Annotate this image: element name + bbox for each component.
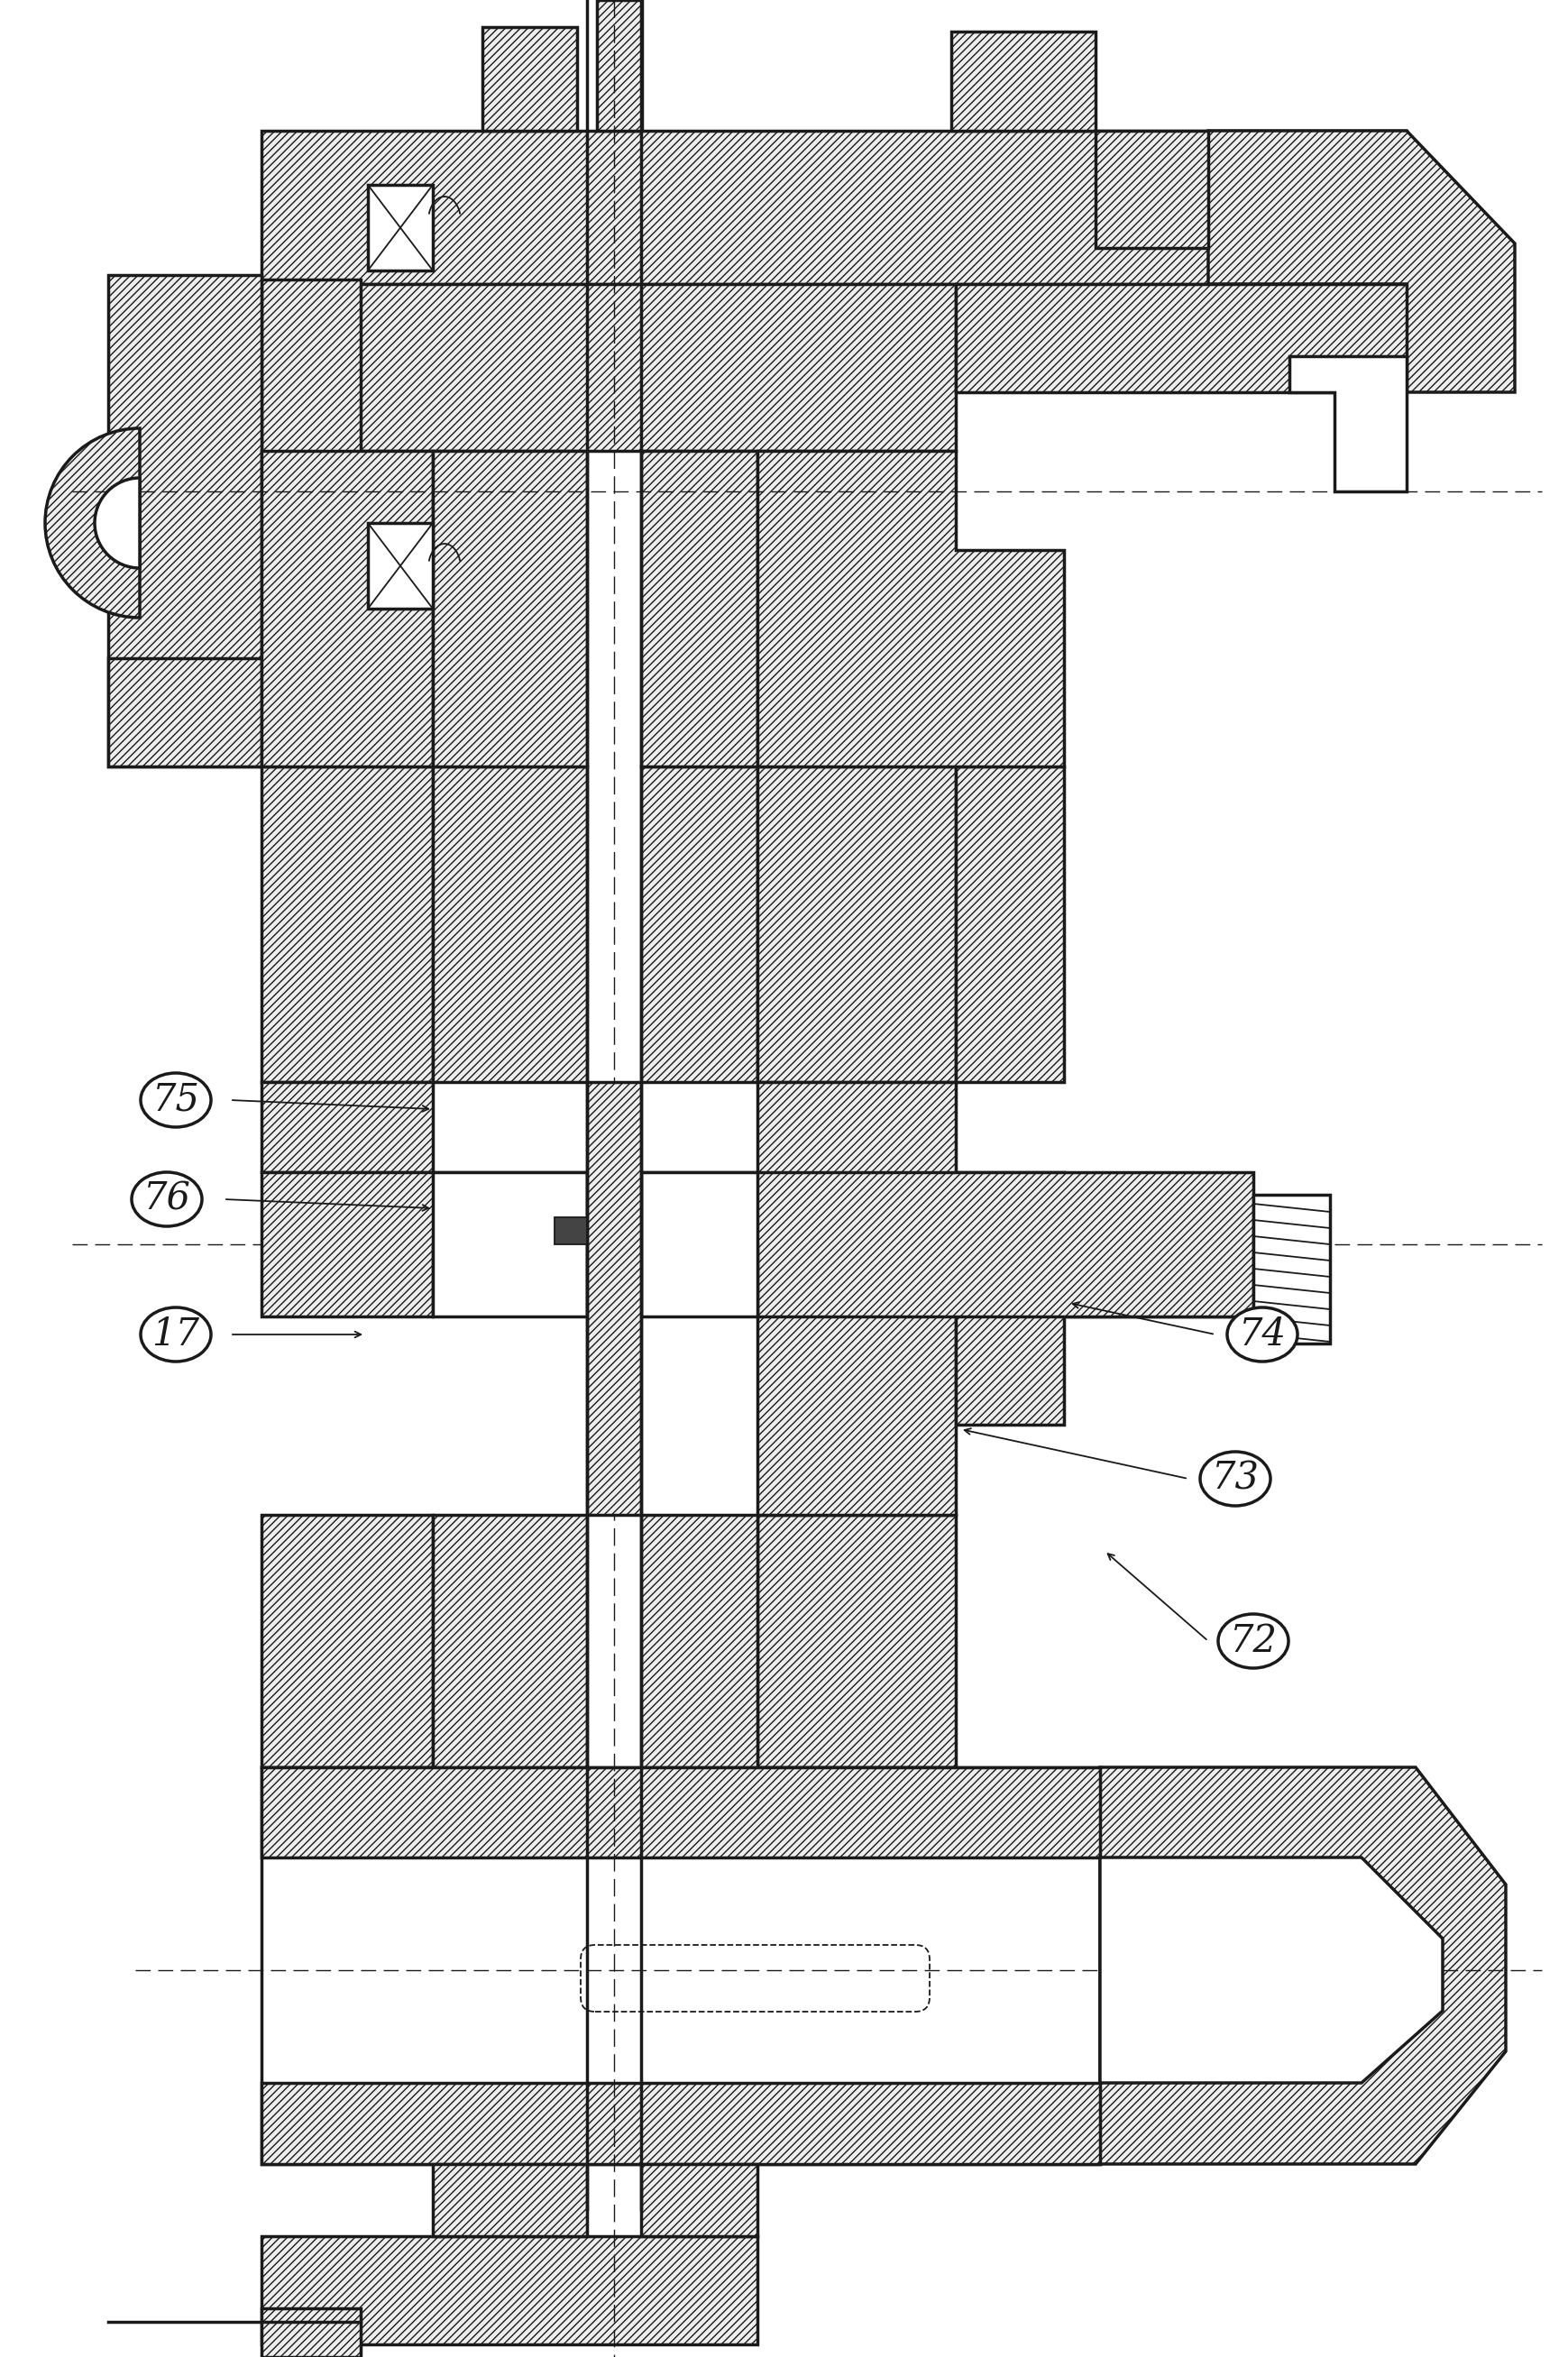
Polygon shape [483, 26, 577, 130]
Polygon shape [262, 1171, 1253, 1318]
Polygon shape [641, 1171, 757, 1318]
Polygon shape [586, 1082, 641, 1516]
Polygon shape [262, 2237, 757, 2345]
Polygon shape [262, 1768, 1101, 1857]
Polygon shape [956, 766, 1065, 1082]
Polygon shape [757, 450, 1065, 766]
Polygon shape [262, 1082, 433, 1171]
Polygon shape [433, 1516, 586, 1768]
Polygon shape [757, 766, 956, 1082]
Polygon shape [262, 1768, 1101, 2164]
Polygon shape [262, 2308, 361, 2357]
Wedge shape [94, 478, 140, 568]
Polygon shape [262, 2084, 1101, 2164]
Polygon shape [262, 450, 433, 766]
Polygon shape [108, 276, 262, 766]
Polygon shape [262, 766, 433, 1082]
Polygon shape [368, 184, 433, 271]
Polygon shape [433, 1171, 586, 1318]
Polygon shape [1253, 1195, 1330, 1343]
Text: 75: 75 [152, 1082, 199, 1120]
Ellipse shape [1200, 1452, 1270, 1506]
Polygon shape [1101, 1857, 1443, 2084]
Polygon shape [262, 1516, 433, 1768]
Polygon shape [641, 1516, 757, 1768]
Polygon shape [956, 285, 1406, 391]
Polygon shape [956, 1171, 1065, 1424]
Polygon shape [368, 523, 433, 608]
Polygon shape [1209, 130, 1515, 391]
Polygon shape [1289, 356, 1406, 490]
Ellipse shape [1228, 1308, 1297, 1362]
Ellipse shape [1218, 1615, 1289, 1669]
Ellipse shape [141, 1308, 212, 1362]
Text: 74: 74 [1239, 1315, 1286, 1353]
Ellipse shape [141, 1072, 212, 1127]
Polygon shape [433, 2164, 586, 2237]
Polygon shape [433, 450, 586, 766]
Polygon shape [597, 0, 641, 130]
Text: 72: 72 [1229, 1622, 1278, 1659]
Polygon shape [641, 450, 757, 766]
Polygon shape [262, 130, 1406, 285]
Polygon shape [262, 280, 361, 766]
Ellipse shape [132, 1171, 202, 1226]
Polygon shape [433, 766, 586, 1082]
Wedge shape [45, 429, 140, 618]
Polygon shape [1096, 130, 1209, 247]
Polygon shape [555, 1216, 586, 1244]
Polygon shape [641, 2164, 757, 2237]
Polygon shape [641, 766, 757, 1082]
Polygon shape [757, 1516, 956, 1768]
Polygon shape [1101, 1768, 1505, 2164]
Polygon shape [262, 285, 956, 450]
Polygon shape [108, 658, 262, 766]
Text: 73: 73 [1212, 1459, 1259, 1497]
Polygon shape [1065, 1226, 1253, 1318]
Polygon shape [952, 31, 1096, 130]
Text: 17: 17 [152, 1315, 199, 1353]
Polygon shape [757, 1082, 956, 1516]
Text: 76: 76 [143, 1181, 191, 1219]
